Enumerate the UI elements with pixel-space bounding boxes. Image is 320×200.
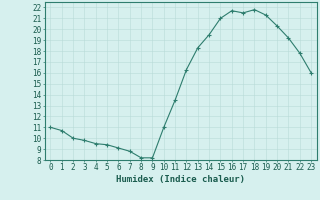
X-axis label: Humidex (Indice chaleur): Humidex (Indice chaleur) xyxy=(116,175,245,184)
